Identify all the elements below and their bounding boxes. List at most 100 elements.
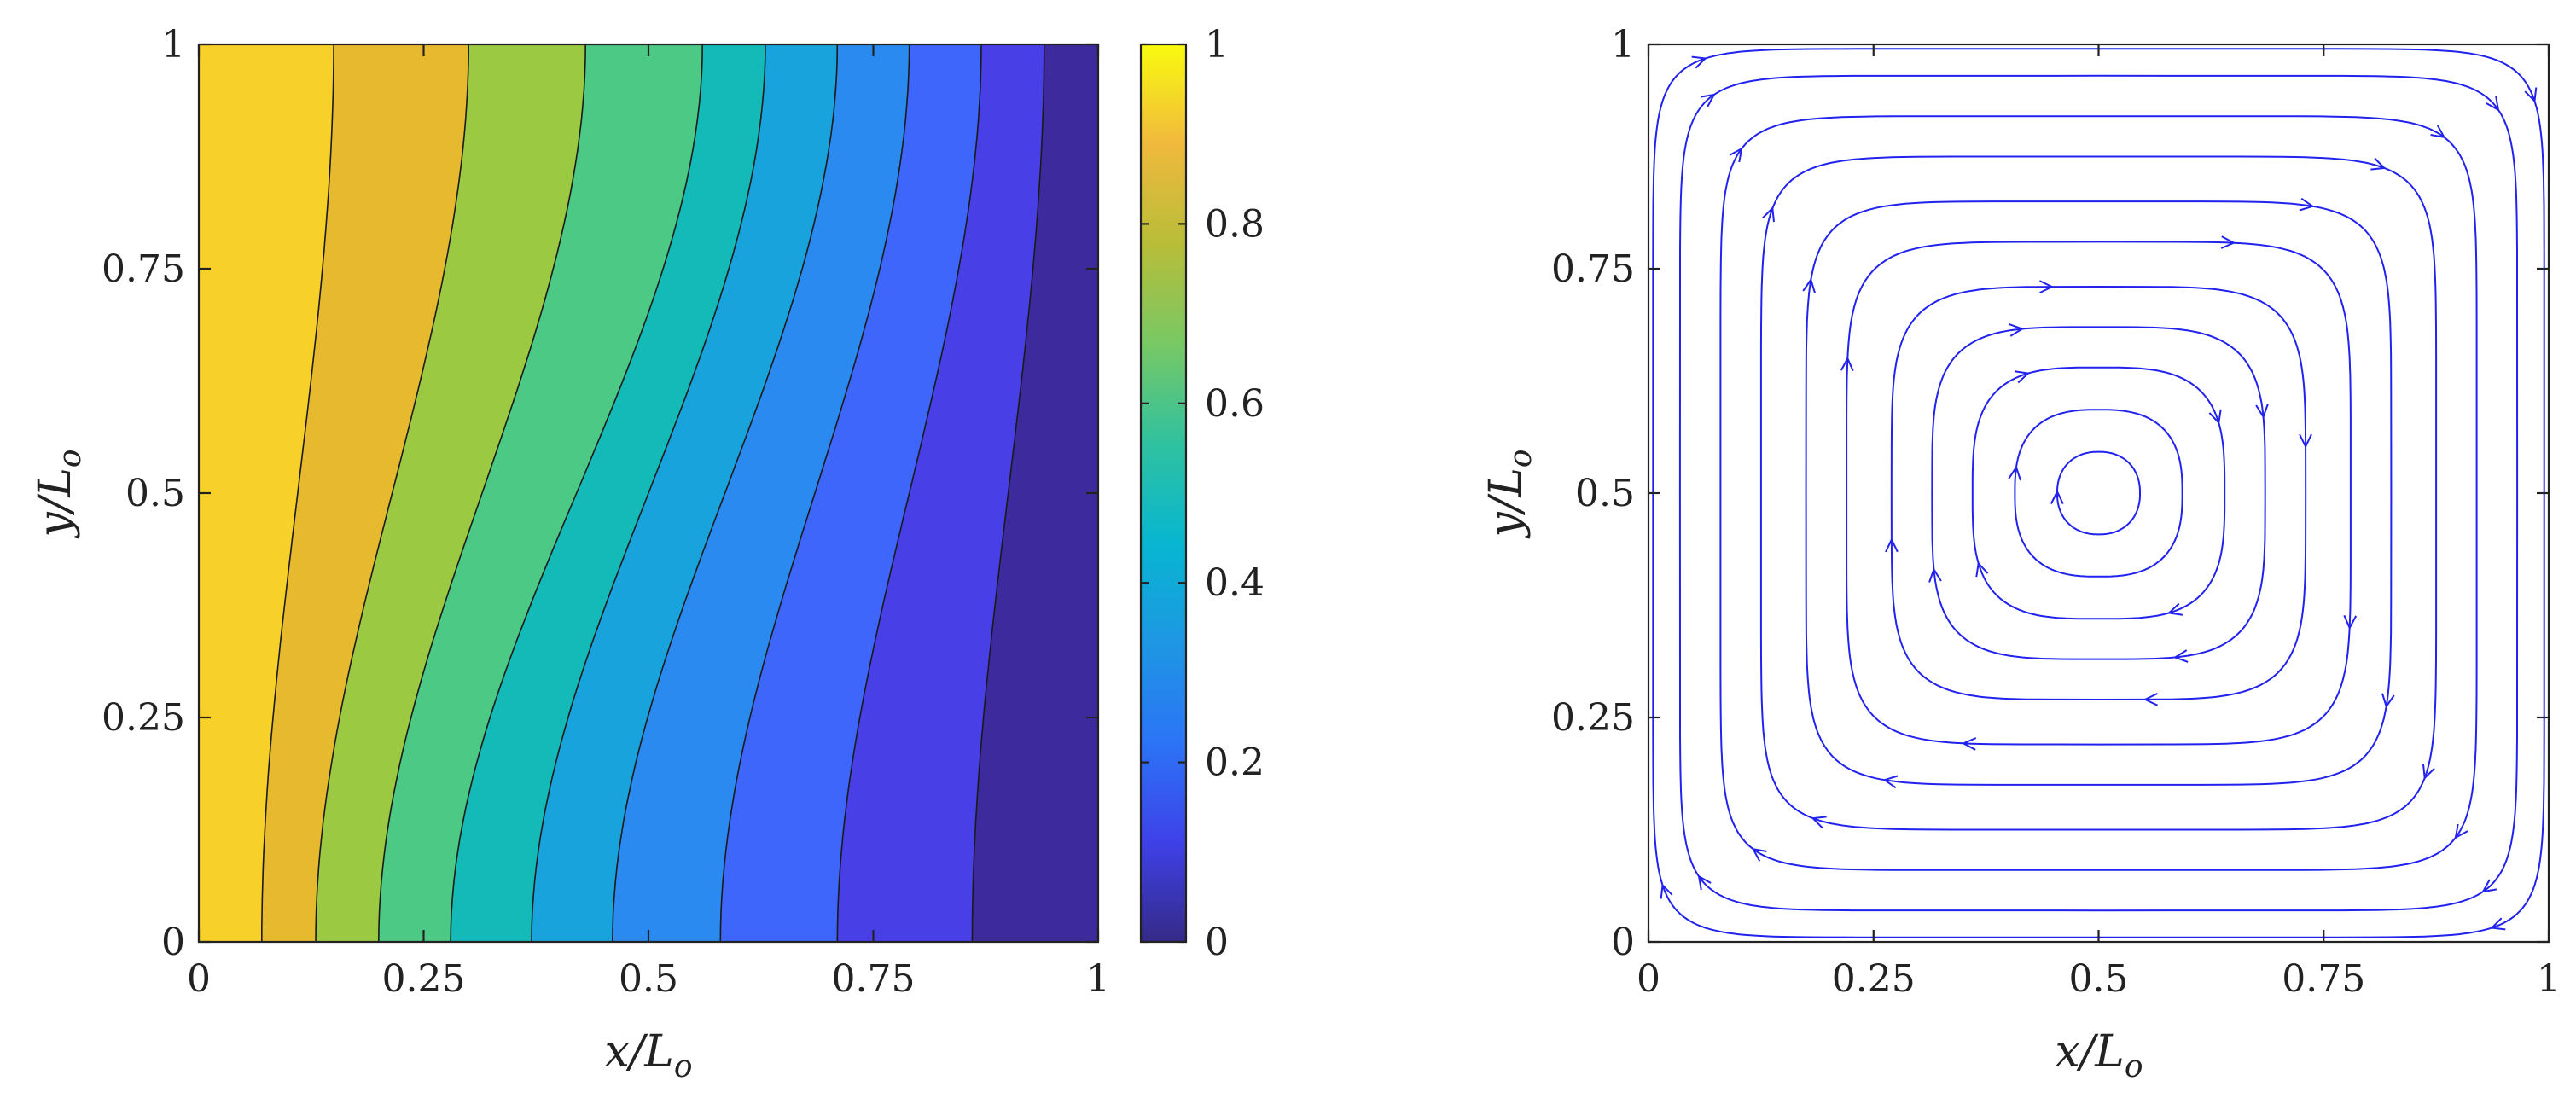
streamline	[1805, 200, 2393, 786]
y-tick-label: 1	[161, 23, 185, 67]
streamline	[1931, 326, 2266, 660]
streamline-arrow	[2255, 404, 2269, 419]
colorbar-tick-label: 0.2	[1205, 741, 1265, 785]
contour-line	[450, 44, 703, 942]
contour-line	[612, 44, 839, 942]
streamlines	[1652, 48, 2545, 938]
streamline-arrow	[2524, 87, 2538, 103]
y-tick-label: 1	[1611, 23, 1635, 67]
contour-line	[836, 44, 982, 942]
streamline-arrow	[1751, 847, 1767, 862]
streamline-arrow	[2343, 614, 2358, 630]
contour-bands	[199, 44, 1098, 942]
contour-line	[315, 44, 469, 942]
streamline-arrow	[2220, 235, 2236, 249]
streamline	[2014, 409, 2183, 578]
x-tick-label: 0.25	[1832, 957, 1916, 1001]
streamline	[1890, 285, 2307, 701]
x-axis-label: x/Lo	[2055, 1026, 2143, 1084]
contour-band	[837, 44, 1044, 942]
x-axis-ticks: 0 0.25 0.5 0.75 1	[187, 44, 1110, 1001]
streamline-arrow	[1885, 537, 1899, 553]
x-tick-label: 0	[187, 957, 211, 1001]
plot-frame	[1647, 43, 2550, 944]
streamline-arrow	[1882, 775, 1899, 789]
colorbar-tick-label: 1	[1205, 23, 1229, 67]
y-tick-label: 0.25	[102, 696, 185, 740]
streamline	[2056, 450, 2141, 536]
y-tick-label: 0.75	[102, 247, 185, 291]
streamline-arrow	[2299, 197, 2315, 212]
contour-line	[971, 44, 1045, 942]
x-tick-label: 1	[2537, 957, 2561, 1001]
y-tick-label: 0	[161, 921, 185, 964]
contour-line	[531, 44, 766, 942]
x-tick-label: 0.5	[619, 957, 678, 1001]
y-axis-label: y/Lo	[30, 449, 88, 538]
y-tick-label: 0.25	[1551, 696, 1635, 740]
streamline	[1759, 155, 2438, 831]
streamline-arrow	[1811, 816, 1827, 829]
contour-line	[719, 44, 910, 942]
streamline-arrow	[1729, 147, 1743, 163]
y-axis-label: y/Lo	[1480, 449, 1538, 538]
x-tick-label: 0	[1637, 957, 1660, 1001]
y-axis-ticks: 0 0.25 0.5 0.75 1	[1551, 23, 2549, 964]
streamline-arrow	[2014, 370, 2031, 384]
streamline-arrow	[2381, 693, 2395, 709]
contour-band	[532, 44, 838, 942]
streamline-arrow	[2370, 157, 2387, 171]
colorbar: 0 0.2 0.4 0.6 0.8 1	[1139, 23, 1265, 964]
y-tick-label: 0.5	[125, 472, 185, 515]
streamline-arrow	[2430, 125, 2446, 139]
streamline-arrow	[1700, 93, 1716, 107]
contour-band	[612, 44, 910, 942]
x-axis-ticks: 0 0.25 0.5 0.75 1	[1637, 44, 2561, 1001]
y-axis-ticks: 0 0.25 0.5 0.75 1	[102, 23, 1098, 964]
contour-plot: 0 0.25 0.5 0.75 1 0 0.25 0.5 0.75 1 x/Lo y/Lo	[30, 23, 1110, 1084]
streamline-arrow	[1697, 874, 1712, 891]
x-tick-label: 0.75	[832, 957, 916, 1001]
contour-band	[261, 44, 469, 942]
streamline	[1678, 74, 2519, 912]
y-tick-label: 0.5	[1575, 472, 1635, 515]
streamline	[1719, 115, 2478, 871]
streamline-arrow	[2038, 280, 2055, 293]
streamline-arrow	[2208, 409, 2222, 425]
contour-band	[972, 44, 1098, 942]
x-axis-label: x/Lo	[604, 1026, 692, 1084]
streamline-arrow	[1691, 55, 1707, 69]
streamline	[1846, 241, 2352, 746]
streamline-arrow	[1840, 356, 1854, 372]
y-tick-label: 0	[1611, 921, 1635, 964]
streamline-arrow	[2166, 602, 2183, 616]
contour-line	[261, 44, 334, 942]
streamline-arrow	[1975, 561, 1989, 578]
x-tick-label: 1	[1086, 957, 1110, 1001]
streamline-arrow	[1961, 737, 1977, 751]
x-tick-label: 0.5	[2069, 957, 2129, 1001]
streamline	[1652, 48, 2545, 938]
streamline-arrow	[1660, 883, 1673, 899]
colorbar-gradient	[1141, 44, 1186, 942]
streamline	[1971, 366, 2226, 620]
x-tick-label: 0.75	[2282, 957, 2365, 1001]
contour-line	[378, 44, 586, 942]
streamline-arrow	[2454, 823, 2468, 839]
streamline-arrow	[1928, 567, 1942, 583]
contour-band	[378, 44, 703, 942]
colorbar-tick-label: 0.8	[1205, 202, 1265, 246]
streamline-plot: 0 0.25 0.5 0.75 1 0 0.25 0.5 0.75 1 x/Lo y/Lo	[1480, 23, 2561, 1084]
colorbar-tick-label: 0.4	[1205, 561, 1265, 605]
contour-lines	[261, 44, 1045, 942]
streamline-arrow	[2143, 693, 2159, 706]
streamline-arrow	[2172, 649, 2189, 663]
streamline-arrow	[2008, 465, 2021, 481]
streamline-arrow	[2050, 489, 2064, 505]
colorbar-tick-label: 0.6	[1205, 382, 1265, 426]
streamline-arrow	[2299, 433, 2312, 449]
streamline-arrow	[2422, 764, 2435, 781]
streamline-arrow	[2481, 879, 2497, 893]
streamline-arrow	[1802, 277, 1816, 293]
streamline-arrow	[1762, 206, 1775, 223]
